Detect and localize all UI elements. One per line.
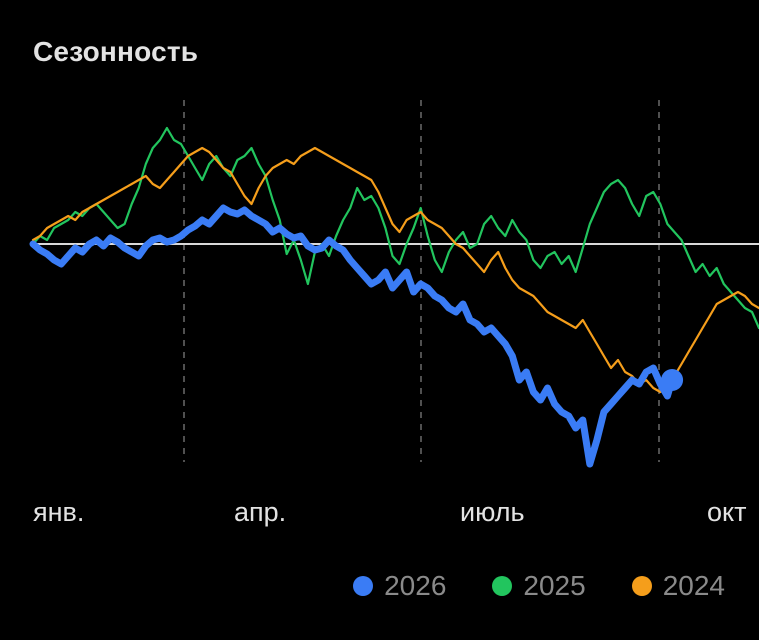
x-axis-ticks: янв. апр. июль окт <box>33 497 747 527</box>
series-line-2024[interactable] <box>31 146 759 394</box>
legend-label: 2024 <box>662 570 725 601</box>
x-tick-label-1: янв. <box>33 497 84 527</box>
x-tick-label-2: апр. <box>234 497 286 527</box>
chart-title: Сезонность <box>33 36 199 67</box>
legend-item-2026[interactable]: 2026 <box>353 570 446 602</box>
end-markers <box>661 369 684 391</box>
chart-legend: 2026 2025 2024 <box>307 570 725 602</box>
x-tick-label-4: окт <box>707 497 747 527</box>
legend-item-2024[interactable]: 2024 <box>631 570 725 602</box>
legend-label: 2025 <box>523 570 586 601</box>
legend-dot-icon <box>353 576 374 596</box>
x-tick-label-3: июль <box>460 497 525 527</box>
legend-dot-icon <box>492 576 513 596</box>
legend-dot-icon <box>631 576 652 596</box>
series-end-marker-2026[interactable] <box>661 369 684 391</box>
series-line-2025[interactable] <box>31 126 759 330</box>
series-line-2026[interactable] <box>29 204 676 468</box>
series-lines <box>29 126 759 468</box>
legend-label: 2026 <box>384 570 447 601</box>
legend-item-2025[interactable]: 2025 <box>492 570 586 602</box>
